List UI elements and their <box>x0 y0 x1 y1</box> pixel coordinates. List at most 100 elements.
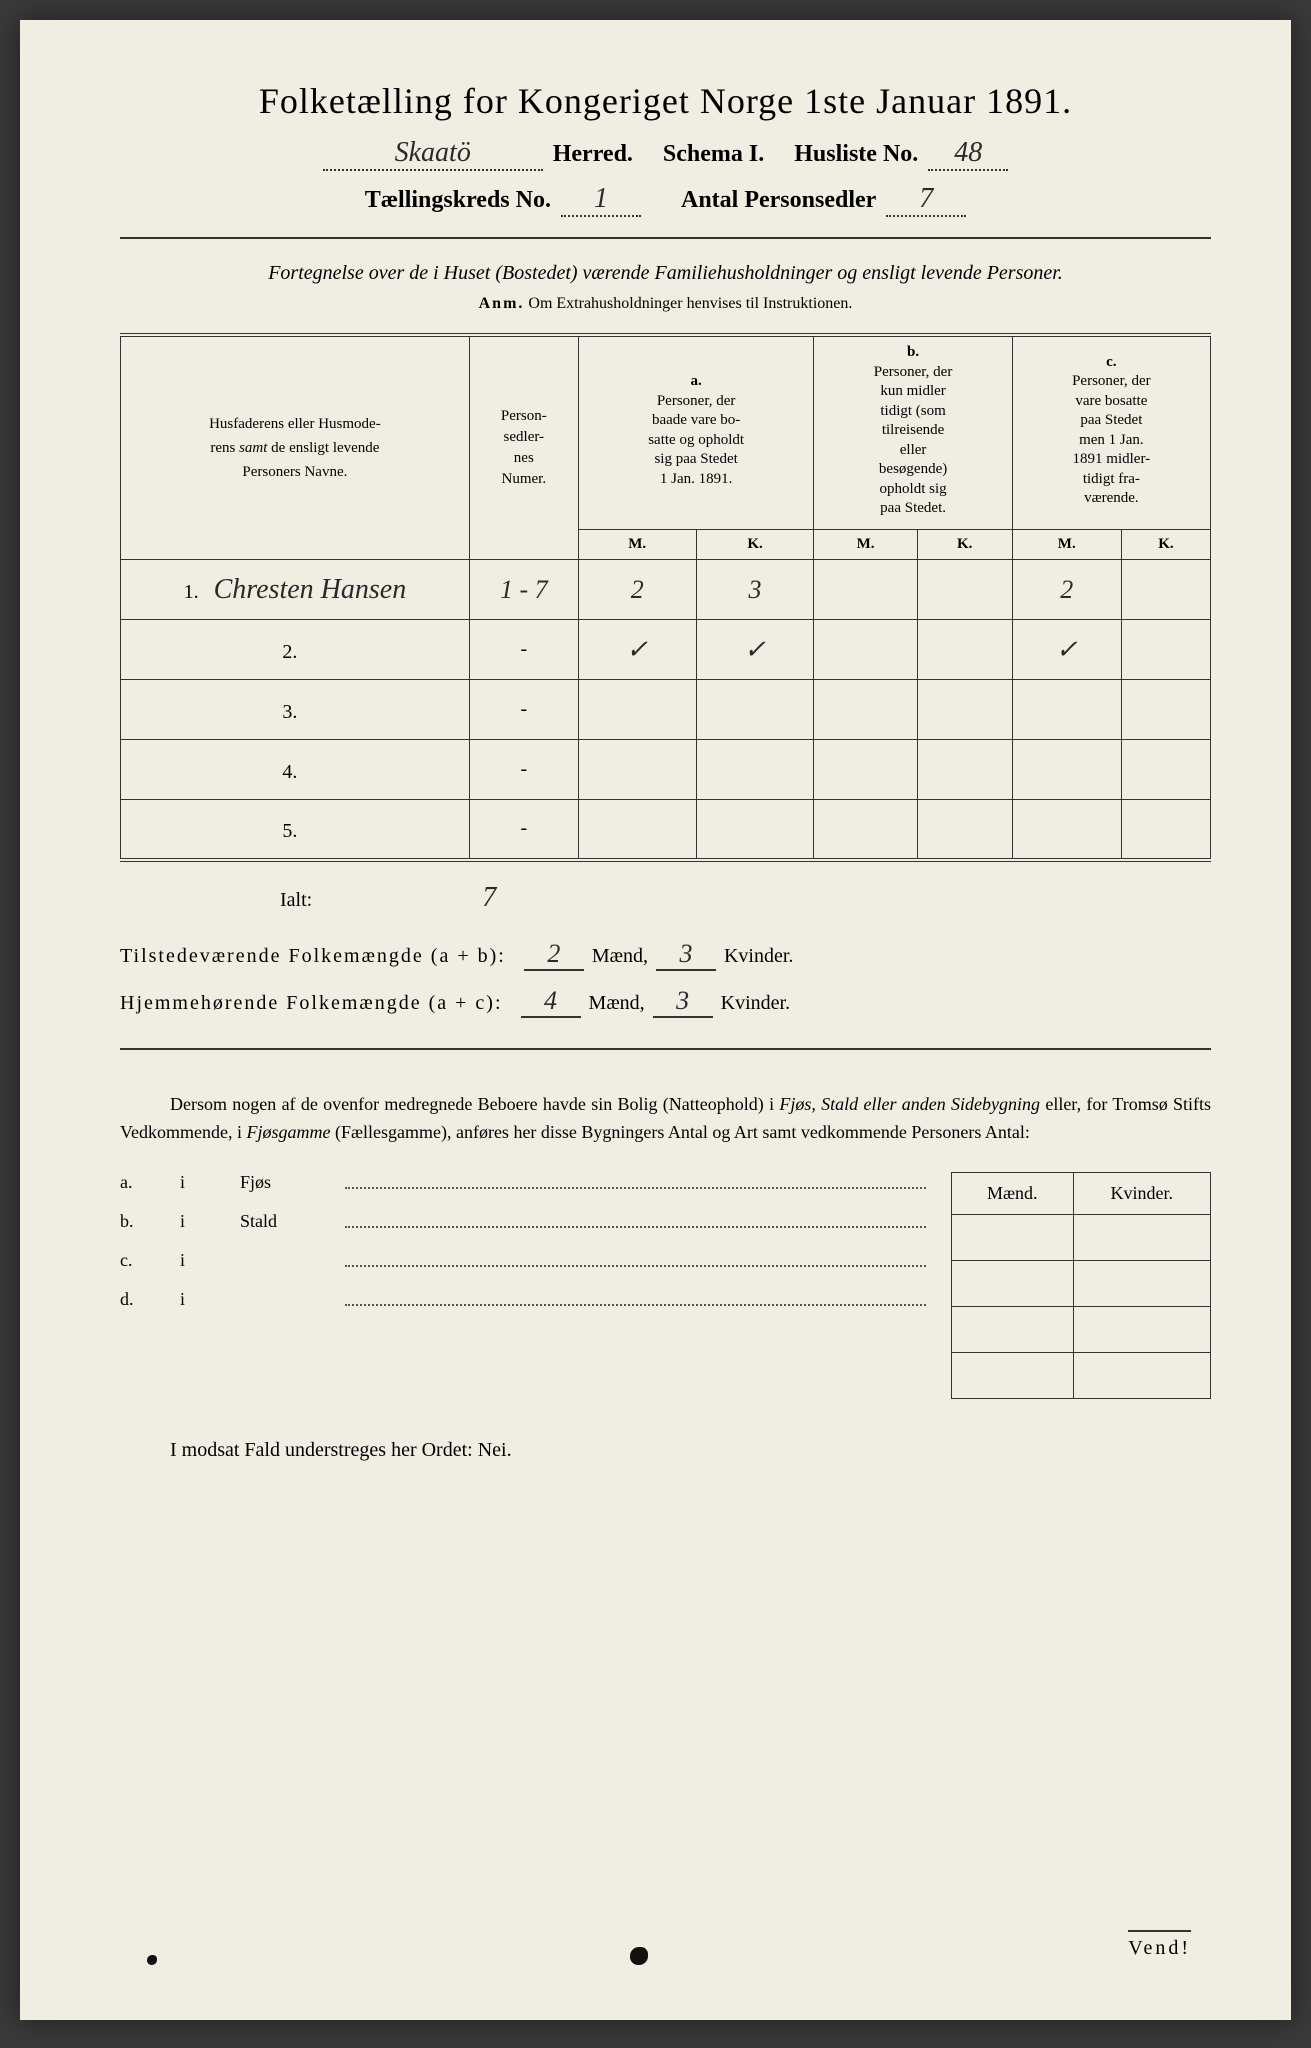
building-cell <box>1073 1215 1210 1261</box>
instructions-paragraph: Dersom nogen af de ovenfor medregnede Be… <box>120 1090 1211 1148</box>
row-a-m <box>578 800 696 860</box>
herred-label: Herred. <box>553 141 633 168</box>
sum-line-2: Hjemmehørende Folkemængde (a + c): 4 Mæn… <box>120 986 1211 1018</box>
note: Anm. Om Extrahusholdninger henvises til … <box>120 295 1211 313</box>
building-i: i <box>180 1211 240 1232</box>
row-name-cell: 5. <box>121 800 470 860</box>
building-dots <box>345 1226 926 1228</box>
building-i: i <box>180 1289 240 1310</box>
row-b-k <box>917 680 1012 740</box>
kvinder-label-1: Kvinder. <box>724 945 793 968</box>
building-dots <box>345 1187 926 1189</box>
col-a-m: M. <box>578 530 696 560</box>
building-cell <box>952 1215 1074 1261</box>
building-letter: a. <box>120 1172 180 1193</box>
row-name-cell: 3. <box>121 680 470 740</box>
row-name-cell: 4. <box>121 740 470 800</box>
row-name-cell: 1. Chresten Hansen <box>121 560 470 620</box>
herred-value: Skaatö <box>395 137 471 168</box>
sum2-k-field: 3 <box>653 986 713 1018</box>
antal-value: 7 <box>919 183 933 214</box>
col-b-m: M. <box>814 530 917 560</box>
subtitle: Fortegnelse over de i Huset (Bostedet) v… <box>120 259 1211 287</box>
building-row: a. i Fjøs <box>120 1172 931 1193</box>
note-text: Om Extrahusholdninger henvises til Instr… <box>528 295 852 312</box>
building-type: Fjøs <box>240 1172 340 1193</box>
row-b-m <box>814 620 917 680</box>
row-a-m: 2 <box>578 560 696 620</box>
building-type: Stald <box>240 1211 340 1232</box>
row-b-m <box>814 740 917 800</box>
building-section: a. i Fjøs b. i Stald c. i d. i Mænd. Kvi… <box>120 1172 1211 1399</box>
row-a-k: ✓ <box>696 620 814 680</box>
row-sedler: 1 - 7 <box>469 560 578 620</box>
footer-line: I modsat Fald understreges her Ordet: Ne… <box>170 1439 1211 1462</box>
row-c-m: 2 <box>1012 560 1121 620</box>
row-c-k <box>1121 620 1210 680</box>
row-a-k: 3 <box>696 560 814 620</box>
building-cell <box>1073 1353 1210 1399</box>
kreds-label: Tællingskreds No. <box>365 187 551 214</box>
row-a-k <box>696 800 814 860</box>
building-i: i <box>180 1250 240 1271</box>
row-c-k <box>1121 740 1210 800</box>
sum2-m-field: 4 <box>521 986 581 1018</box>
row-a-m <box>578 740 696 800</box>
table-row: 2. - ✓ ✓ ✓ <box>121 620 1211 680</box>
building-cell <box>952 1261 1074 1307</box>
ialt-value: 7 <box>482 882 496 914</box>
col-c-m: M. <box>1012 530 1121 560</box>
building-col-m: Mænd. <box>952 1173 1074 1215</box>
row-b-m <box>814 680 917 740</box>
table-row: 3. - <box>121 680 1211 740</box>
row-b-m <box>814 560 917 620</box>
vend-label: Vend! <box>1128 1930 1191 1960</box>
row-name-cell: 2. <box>121 620 470 680</box>
col-a-k: K. <box>696 530 814 560</box>
col-header-c: c. Personer, dervare bosattepaa Stedetme… <box>1012 335 1210 525</box>
col-header-a: a. Personer, derbaade vare bo-satte og o… <box>578 335 814 525</box>
row-c-m: ✓ <box>1012 620 1121 680</box>
sum2-label: Hjemmehørende Folkemængde (a + c): <box>120 992 503 1015</box>
row-a-m <box>578 680 696 740</box>
antal-label: Antal Personsedler <box>681 187 876 214</box>
maend-label-2: Mænd, <box>589 992 645 1015</box>
kvinder-label-2: Kvinder. <box>721 992 790 1015</box>
row-b-m <box>814 800 917 860</box>
census-table: Husfaderens eller Husmode-rens samt de e… <box>120 333 1211 862</box>
table-row: 1. Chresten Hansen 1 - 7 2 3 2 <box>121 560 1211 620</box>
divider-2 <box>120 1048 1211 1050</box>
building-dots <box>345 1304 926 1306</box>
building-cell <box>952 1307 1074 1353</box>
row-c-k <box>1121 680 1210 740</box>
husliste-value: 48 <box>954 137 982 168</box>
summary-section: Ialt: 7 Tilstedeværende Folkemængde (a +… <box>120 882 1211 1018</box>
row-c-m <box>1012 740 1121 800</box>
building-cell <box>952 1353 1074 1399</box>
row-b-k <box>917 740 1012 800</box>
row-c-k <box>1121 560 1210 620</box>
building-letter: b. <box>120 1211 180 1232</box>
building-list: a. i Fjøs b. i Stald c. i d. i <box>120 1172 951 1399</box>
ialt-line: Ialt: 7 <box>120 882 1211 914</box>
col-header-b: b. Personer, derkun midlertidigt (somtil… <box>814 335 1012 525</box>
sum1-k-field: 3 <box>656 939 716 971</box>
row-c-k <box>1121 800 1210 860</box>
husliste-field: 48 <box>928 137 1008 171</box>
ink-blot <box>630 1947 648 1965</box>
row-c-m <box>1012 800 1121 860</box>
kreds-value: 1 <box>594 183 608 214</box>
kreds-field: 1 <box>561 183 641 217</box>
building-row: d. i <box>120 1289 931 1310</box>
sum1-label: Tilstedeværende Folkemængde (a + b): <box>120 945 506 968</box>
building-table: Mænd. Kvinder. <box>951 1172 1211 1399</box>
row-b-k <box>917 560 1012 620</box>
antal-field: 7 <box>886 183 966 217</box>
schema-label: Schema I. <box>663 141 764 168</box>
row-sedler: - <box>469 680 578 740</box>
row-b-k <box>917 800 1012 860</box>
divider-1 <box>120 237 1211 239</box>
row-a-k <box>696 680 814 740</box>
maend-label-1: Mænd, <box>592 945 648 968</box>
herred-field: Skaatö <box>323 137 543 171</box>
